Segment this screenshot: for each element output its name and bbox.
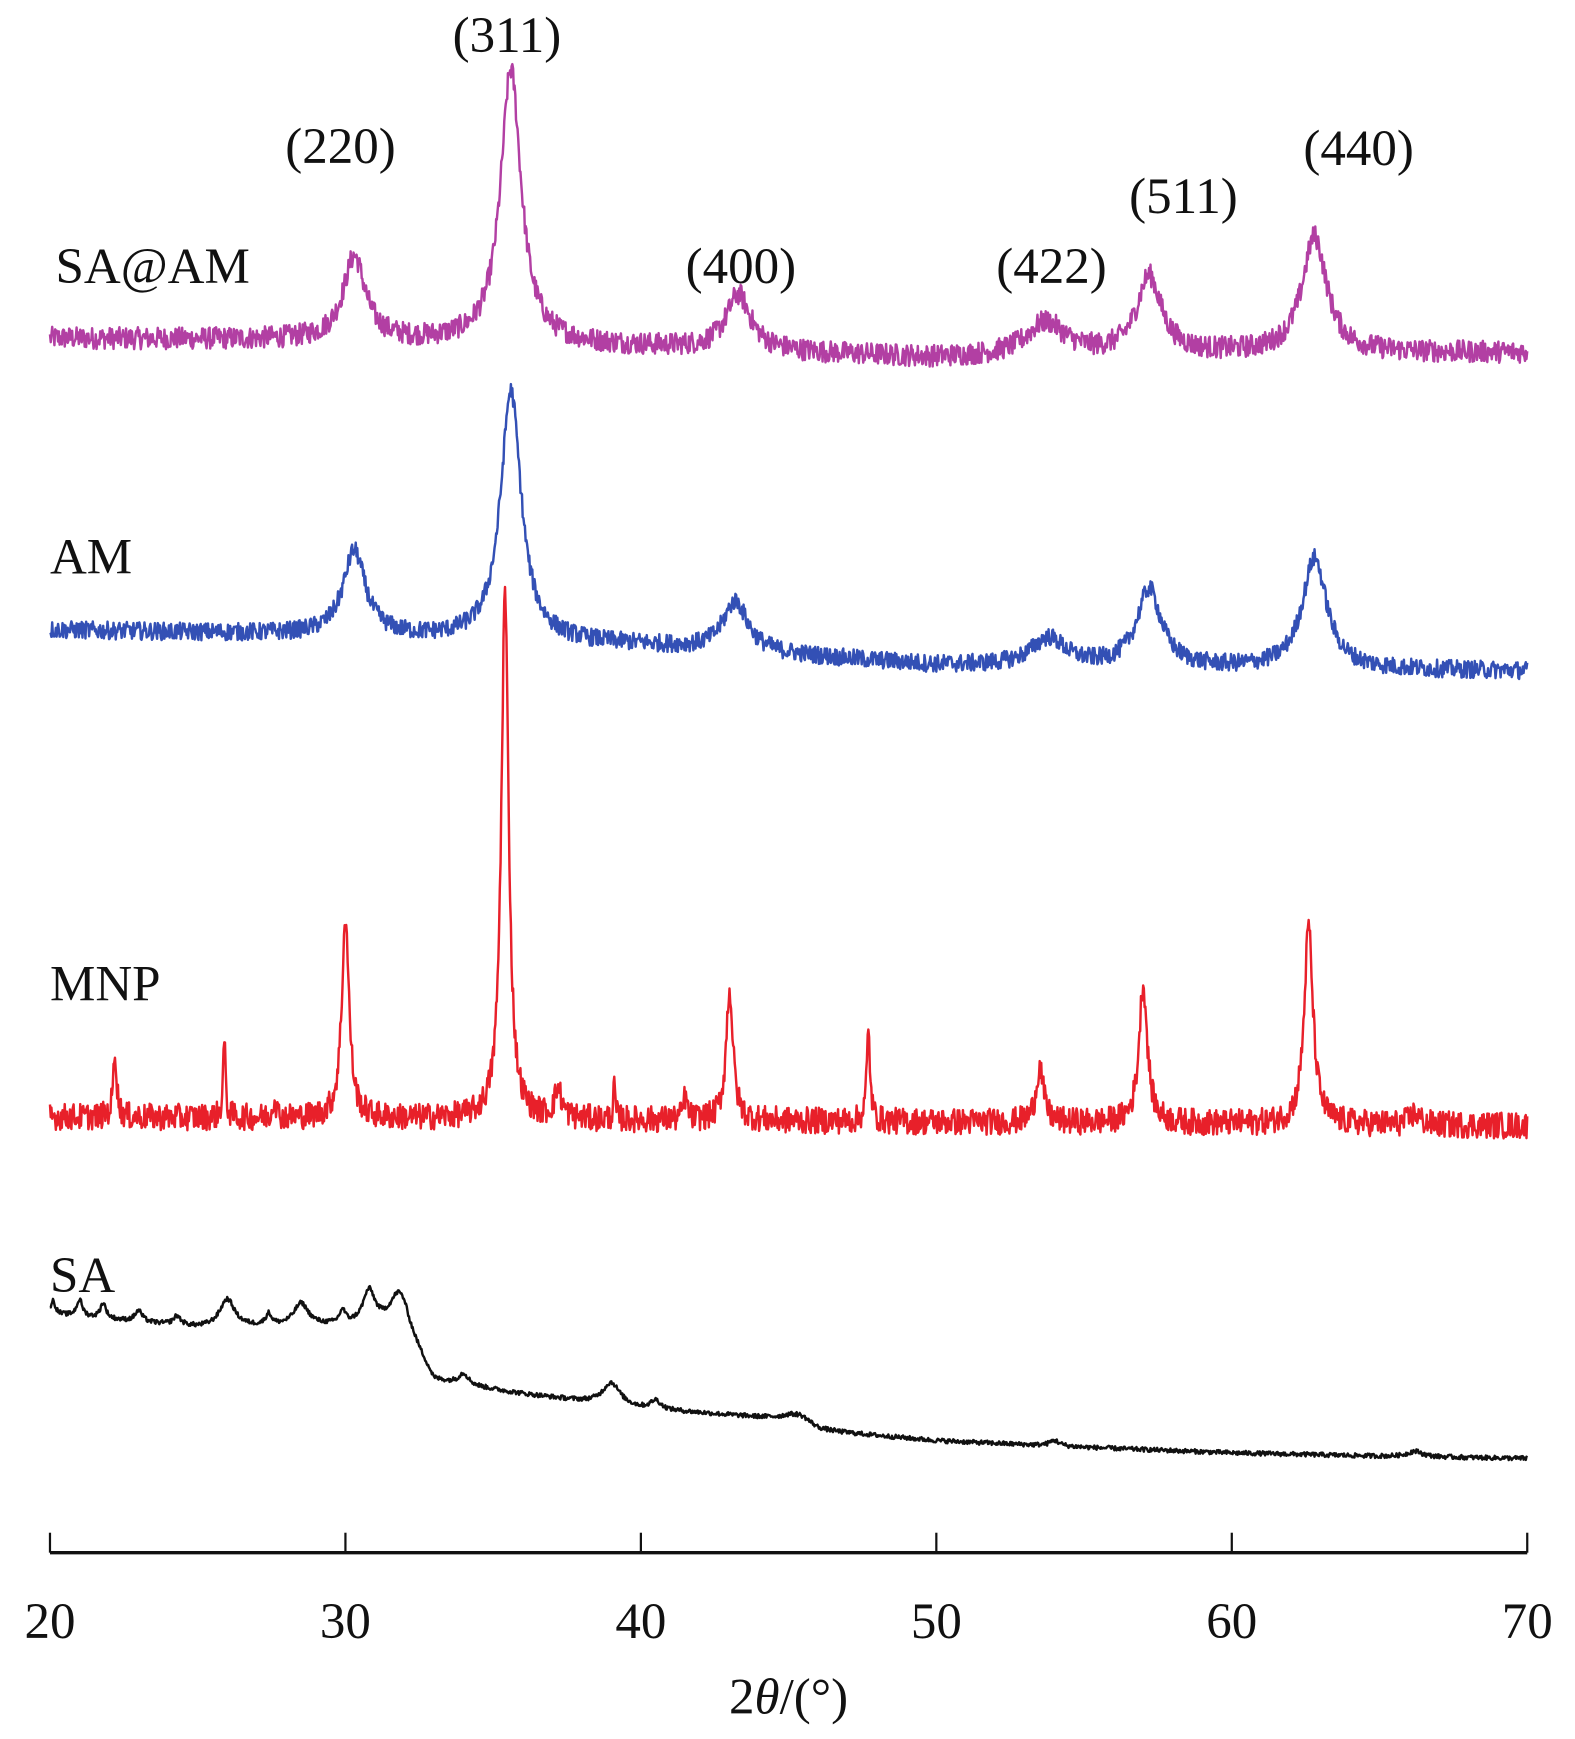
peak-label-511: (511) xyxy=(1129,169,1238,225)
x-tick-label-40: 40 xyxy=(615,1594,666,1650)
x-tick-label-60: 60 xyxy=(1206,1594,1257,1650)
peak-label-220: (220) xyxy=(285,119,395,175)
traces xyxy=(48,62,1529,1462)
trace-am xyxy=(49,382,1529,681)
trace-mnp xyxy=(48,585,1529,1140)
series-label-am: AM xyxy=(50,529,132,585)
x-tick-label-70: 70 xyxy=(1502,1594,1553,1650)
x-tick-label-50: 50 xyxy=(911,1594,962,1650)
trace-sa-am xyxy=(48,62,1529,368)
series-label-mnp: MNP xyxy=(50,956,161,1012)
x-tick-label-30: 30 xyxy=(320,1594,371,1650)
series-label-sa: SA xyxy=(50,1248,115,1304)
peak-label-422: (422) xyxy=(996,239,1106,295)
x-axis-ticks: 20 30 40 50 60 70 xyxy=(24,1532,1553,1650)
peak-label-400: (400) xyxy=(686,239,796,295)
series-label-sa-am: SA@AM xyxy=(56,239,250,295)
trace-sa xyxy=(49,1284,1529,1462)
peak-label-440: (440) xyxy=(1303,121,1413,177)
x-tick-label-20: 20 xyxy=(24,1594,75,1650)
x-axis-title: 2θ/(°) xyxy=(729,1669,848,1725)
peak-label-311: (311) xyxy=(453,8,562,64)
